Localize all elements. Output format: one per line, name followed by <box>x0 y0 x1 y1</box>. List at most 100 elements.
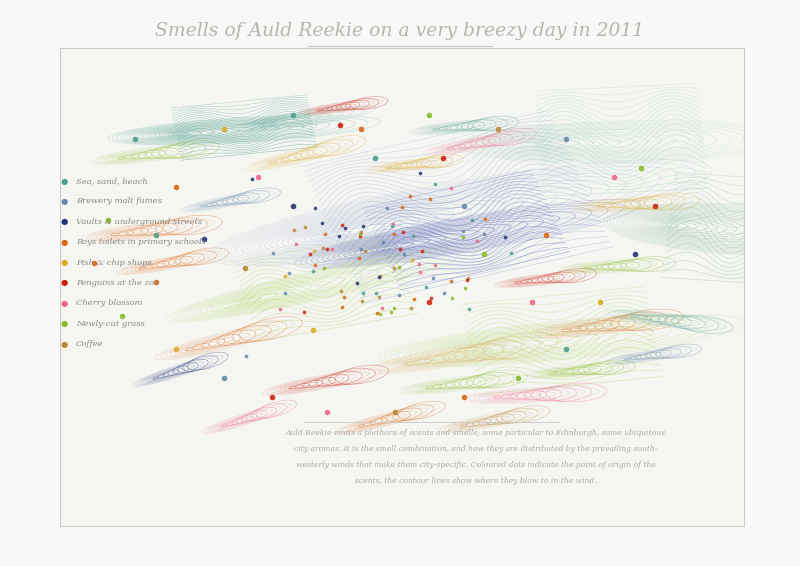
Point <box>278 271 291 280</box>
Point <box>350 279 363 288</box>
Point <box>398 250 410 259</box>
Point <box>338 223 351 232</box>
Point <box>338 293 350 302</box>
Point <box>377 238 390 247</box>
Point <box>353 253 366 262</box>
Point <box>389 407 402 416</box>
Point <box>444 276 457 285</box>
Point <box>608 173 621 182</box>
Point <box>406 256 418 265</box>
Text: ●: ● <box>60 258 68 267</box>
Text: Cherry blossom: Cherry blossom <box>76 299 142 307</box>
Point <box>286 110 299 119</box>
Point <box>424 195 437 204</box>
Text: city aromas. It is the smell combination, and how they are distributed by the pr: city aromas. It is the smell combination… <box>294 445 658 453</box>
Point <box>372 292 385 301</box>
Point <box>129 135 142 144</box>
Point <box>478 230 490 239</box>
Point <box>354 231 366 241</box>
Text: Fish & chip shops: Fish & chip shops <box>76 259 152 267</box>
Point <box>457 233 470 242</box>
Point <box>266 248 279 258</box>
Point <box>437 153 450 162</box>
Point <box>320 245 333 254</box>
Point <box>336 302 349 311</box>
Text: Sea, sand, beach: Sea, sand, beach <box>76 177 148 185</box>
Point <box>279 288 292 297</box>
Point <box>380 204 393 213</box>
Point <box>419 282 432 291</box>
Point <box>429 261 442 270</box>
Point <box>446 294 458 303</box>
Text: Auld Reekie emits a plethora of scents and smells; some particular to Edinburgh,: Auld Reekie emits a plethora of scents a… <box>286 429 666 437</box>
Point <box>336 220 349 229</box>
Point <box>405 304 418 313</box>
Point <box>386 219 399 228</box>
Point <box>102 216 114 225</box>
Point <box>406 231 419 241</box>
Point <box>499 233 512 242</box>
Point <box>335 287 348 296</box>
Point <box>388 230 401 239</box>
Point <box>358 246 371 255</box>
Point <box>319 229 332 238</box>
Point <box>423 297 436 306</box>
Point <box>466 215 478 224</box>
Point <box>170 182 182 191</box>
Text: Penguins at the zoo: Penguins at the zoo <box>76 279 159 287</box>
Text: westerly winds that make them city-specific. Coloured dots indicate the point of: westerly winds that make them city-speci… <box>296 461 656 469</box>
Point <box>316 218 329 228</box>
Point <box>355 296 368 305</box>
Point <box>491 125 504 134</box>
Point <box>354 228 367 237</box>
Point <box>395 202 408 211</box>
Point <box>370 289 382 298</box>
Point <box>286 201 299 211</box>
Point <box>218 374 230 383</box>
Text: ●: ● <box>60 340 68 349</box>
Point <box>374 309 386 318</box>
Point <box>326 244 338 253</box>
Point <box>425 294 438 303</box>
Point <box>628 249 641 258</box>
Point <box>368 153 381 162</box>
Point <box>290 239 302 248</box>
Point <box>246 175 258 184</box>
Point <box>414 169 427 178</box>
Point <box>357 222 370 231</box>
Point <box>457 201 470 211</box>
Point <box>306 267 319 276</box>
Text: ●: ● <box>60 299 68 308</box>
Point <box>355 245 368 254</box>
Point <box>317 243 330 252</box>
Point <box>413 259 426 268</box>
Point <box>306 326 319 335</box>
Point <box>397 228 410 237</box>
Point <box>239 352 252 361</box>
Point <box>539 230 552 239</box>
Point <box>287 226 300 235</box>
Text: ●: ● <box>60 217 68 226</box>
Point <box>394 245 406 254</box>
Point <box>150 230 162 239</box>
Text: Boys toilets in primary schools: Boys toilets in primary schools <box>76 238 206 246</box>
Point <box>512 374 525 383</box>
Point <box>478 215 491 224</box>
Point <box>373 273 386 282</box>
Point <box>387 303 400 312</box>
Point <box>388 264 401 273</box>
Point <box>308 261 321 270</box>
Point <box>304 250 317 259</box>
Text: Brewery malt fumes: Brewery malt fumes <box>76 198 162 205</box>
Point <box>354 125 367 134</box>
Point <box>198 235 210 244</box>
Text: ●: ● <box>60 177 68 186</box>
Point <box>376 303 389 312</box>
Point <box>385 221 398 230</box>
Point <box>504 248 517 257</box>
Point <box>274 305 286 314</box>
Point <box>416 246 429 255</box>
Point <box>426 273 439 282</box>
Text: ●: ● <box>60 278 68 288</box>
Text: ●: ● <box>60 197 68 206</box>
